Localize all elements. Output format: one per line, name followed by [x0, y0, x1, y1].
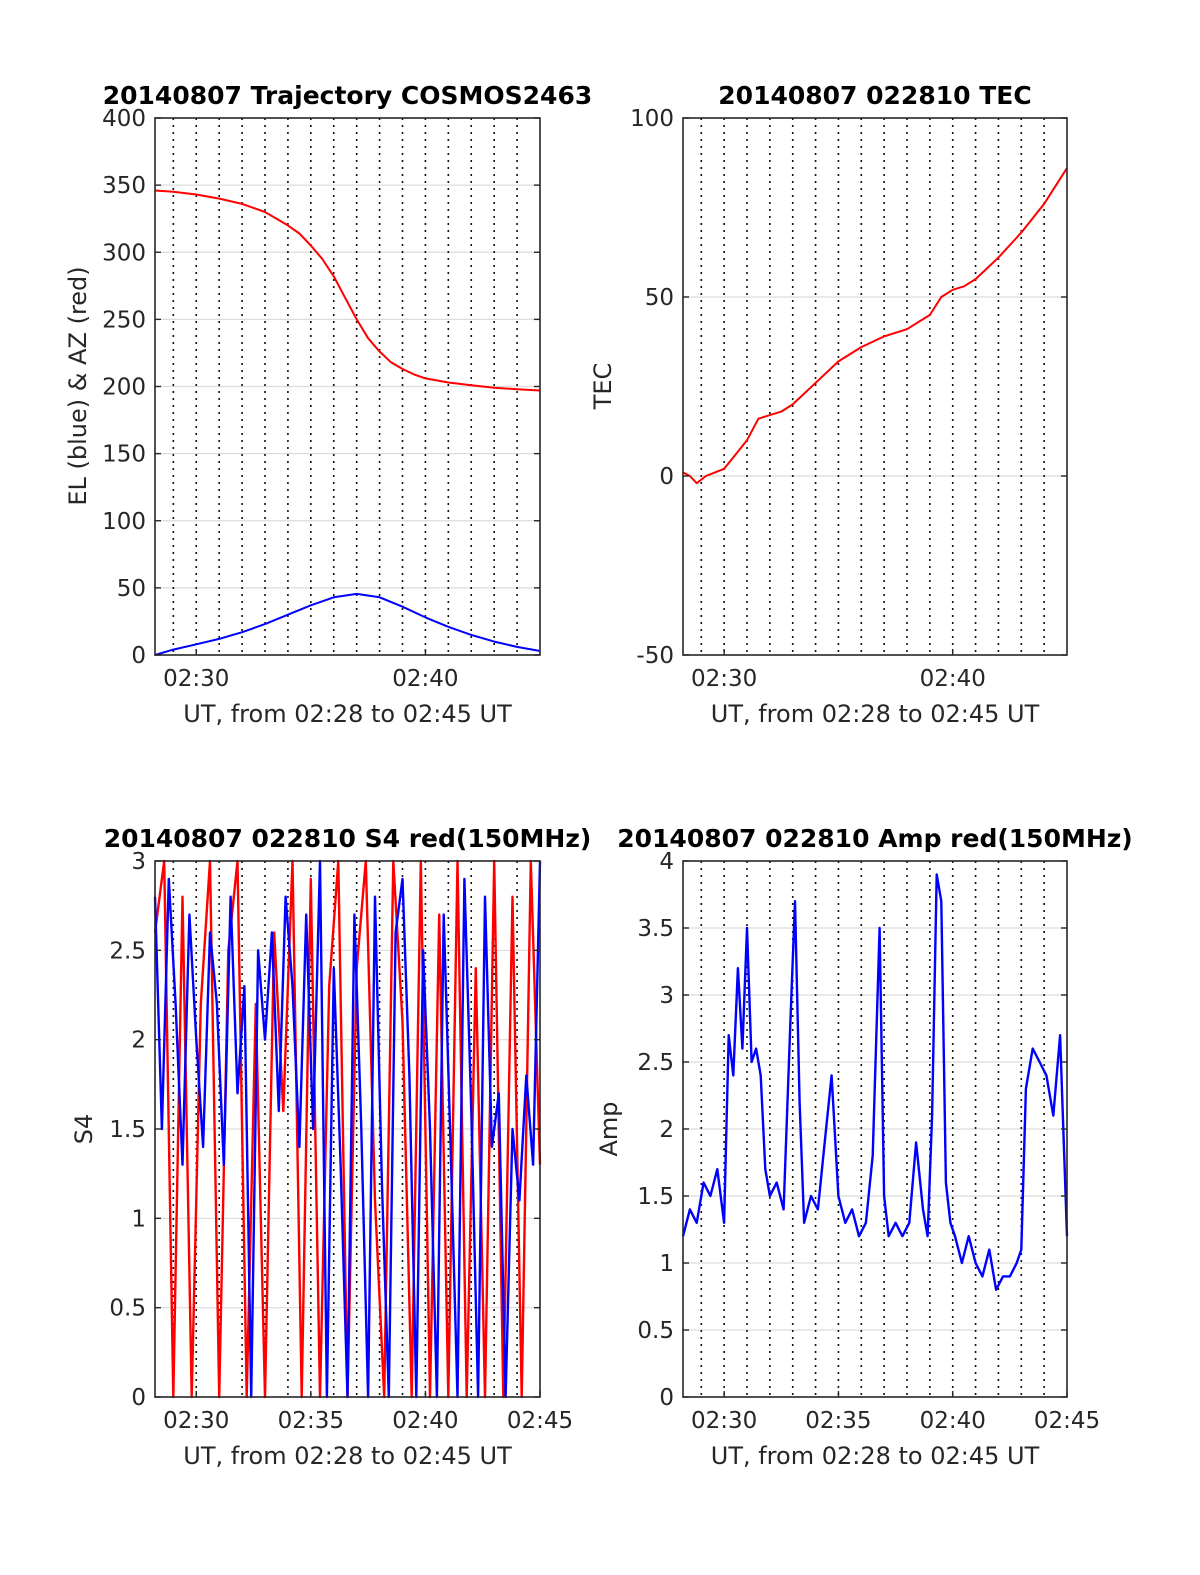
x-tick-label: 02:30: [691, 1408, 757, 1434]
y-tick-label: 100: [630, 106, 674, 132]
y-tick-label: 300: [102, 240, 146, 266]
y-tick-label: -50: [636, 643, 674, 669]
y-tick-label: 2: [131, 1028, 146, 1054]
series-group: [681, 873, 1069, 1292]
y-tick-label: 100: [102, 509, 146, 535]
y-tick-label: 3.5: [637, 916, 674, 942]
y-tick-label: 0.5: [637, 1318, 674, 1344]
x-tick-label: 02:40: [920, 666, 986, 692]
x-tick-label: 02:30: [691, 666, 757, 692]
y-tick-label: 400: [102, 106, 146, 132]
y-tick-label: 50: [117, 576, 146, 602]
x-tick-label: 02:45: [507, 1408, 573, 1434]
y-tick-label: 350: [102, 173, 146, 199]
chart-title: 20140807 022810 Amp red(150MHz): [617, 824, 1133, 853]
y-tick-label: 250: [102, 307, 146, 333]
y-tick-label: 2.5: [637, 1050, 674, 1076]
y-axis-label: S4: [70, 1114, 98, 1145]
x-tick-label: 02:35: [805, 1408, 871, 1434]
series-group: [154, 189, 541, 656]
chart-title: 20140807 Trajectory COSMOS2463: [103, 81, 593, 110]
y-tick-label: 50: [645, 285, 674, 311]
chart-panel-1: 0 50 100 150 200 250 300 350 400 02:30 02:40 201408…: [64, 81, 592, 728]
y-axis-label: Amp: [595, 1101, 623, 1156]
y-tick-label: 150: [102, 442, 146, 468]
chart-title: 20140807 022810 S4 red(150MHz): [104, 824, 592, 853]
y-tick-label: 0: [131, 643, 146, 669]
x-tick-label: 02:40: [392, 666, 458, 692]
y-tick-label: 1: [131, 1206, 146, 1232]
series-line-1: [681, 873, 1069, 1292]
y-tick-label: 0.5: [109, 1296, 146, 1322]
y-tick-label: 3: [659, 983, 674, 1009]
series-line-1: [154, 189, 541, 392]
chart-panel-3: 0 0.5 1 1.5 2 2.5 3 02:30 02:35 02:40 02:45 2014080…: [70, 824, 591, 1470]
series-line-1: [682, 167, 1068, 485]
x-tick-label: 02:40: [392, 1408, 458, 1434]
chart-title: 20140807 022810 TEC: [718, 81, 1031, 110]
x-tick-label: 02:35: [278, 1408, 344, 1434]
y-tick-label: 1.5: [109, 1117, 146, 1143]
y-tick-label: 0: [131, 1385, 146, 1411]
y-tick-label: 1: [659, 1251, 674, 1277]
y-tick-label: 4: [659, 849, 674, 875]
y-tick-label: 200: [102, 375, 146, 401]
series-group: [682, 167, 1068, 485]
x-tick-label: 02:40: [920, 1408, 986, 1434]
plot-frame: [682, 117, 1068, 656]
x-axis-label: UT, from 02:28 to 02:45 UT: [711, 700, 1040, 728]
x-tick-label: 02:30: [163, 666, 229, 692]
y-tick-label: 1.5: [637, 1184, 674, 1210]
x-axis-label: UT, from 02:28 to 02:45 UT: [711, 1442, 1040, 1470]
series-line-2: [154, 592, 541, 656]
x-axis-label: UT, from 02:28 to 02:45 UT: [183, 700, 512, 728]
y-tick-label: 0: [659, 464, 674, 490]
chart-panel-2: -50 0 50 100 02:30 02:40 20140807 022810 TEC UT…: [589, 81, 1068, 728]
y-tick-label: 0: [659, 1385, 674, 1411]
x-tick-label: 02:45: [1034, 1408, 1100, 1434]
y-tick-label: 3: [131, 849, 146, 875]
x-axis-label: UT, from 02:28 to 02:45 UT: [183, 1442, 512, 1470]
chart-panel-4: 0 0.5 1 1.5 2 2.5 3 3.5 4 02:30 02:35 02:40 02:45 201…: [595, 824, 1133, 1470]
y-tick-label: 2.5: [109, 938, 146, 964]
x-tick-label: 02:30: [163, 1408, 229, 1434]
y-axis-label: TEC: [589, 363, 617, 411]
y-axis-label: EL (blue) & AZ (red): [64, 266, 92, 505]
y-tick-label: 2: [659, 1117, 674, 1143]
